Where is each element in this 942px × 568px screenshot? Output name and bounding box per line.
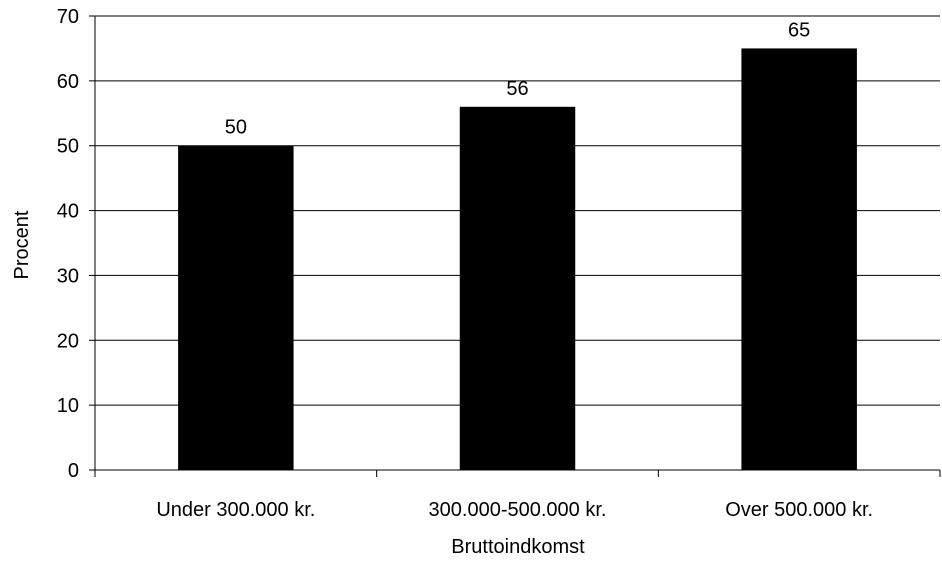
- x-axis-title: Bruttoindkomst: [451, 536, 585, 558]
- y-tick-label: 50: [57, 136, 79, 158]
- bar: [459, 106, 576, 471]
- tick-labels: 0 10 20 30 40 50 60 70 Under 300.000 kr. 300.000-…: [57, 6, 873, 521]
- data-label: 50: [225, 117, 247, 139]
- data-label: 56: [506, 78, 528, 100]
- x-tick-label: Over 500.000 kr.: [725, 499, 873, 521]
- y-tick-label: 0: [68, 460, 79, 482]
- y-tick-label: 60: [57, 71, 79, 93]
- x-tick-label: 300.000-500.000 kr.: [429, 499, 607, 521]
- y-tick-label: 40: [57, 201, 79, 223]
- y-axis-title: Procent: [11, 210, 33, 279]
- bar: [741, 48, 857, 471]
- data-labels: 50 56 65: [225, 19, 811, 138]
- y-tick-label: 30: [57, 265, 79, 287]
- data-label: 65: [788, 19, 810, 41]
- bars: [178, 48, 857, 471]
- x-tick-label: Under 300.000 kr.: [156, 499, 315, 521]
- axes: [89, 15, 941, 477]
- y-tick-label: 20: [57, 330, 79, 352]
- y-tick-label: 70: [57, 6, 79, 28]
- y-tick-label: 10: [57, 395, 79, 417]
- bar: [178, 145, 294, 470]
